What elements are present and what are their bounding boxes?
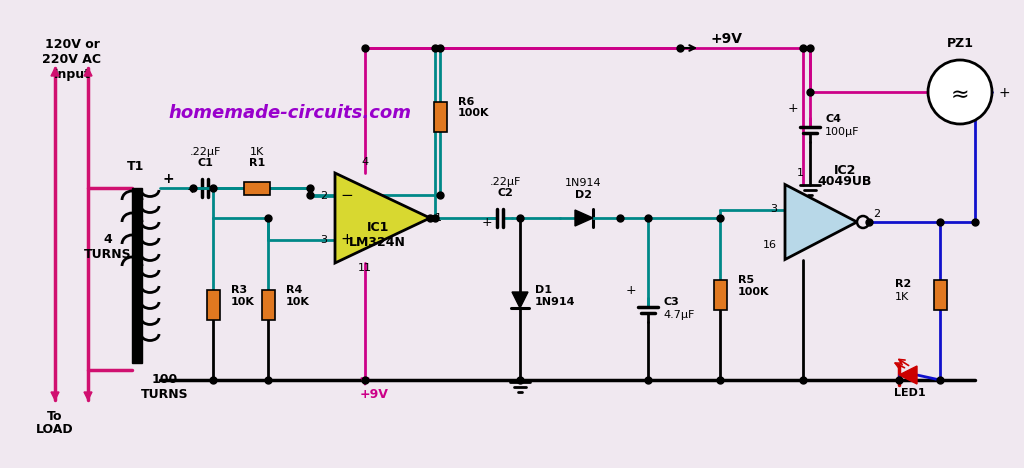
Polygon shape	[785, 184, 857, 259]
Polygon shape	[51, 392, 59, 400]
Text: 100
TURNS: 100 TURNS	[141, 373, 188, 401]
Text: +: +	[482, 216, 493, 229]
Text: D1
1N914: D1 1N914	[535, 285, 575, 307]
Text: +: +	[788, 102, 799, 115]
Text: +9V: +9V	[710, 32, 742, 46]
Text: C4: C4	[825, 114, 841, 124]
Polygon shape	[84, 68, 92, 76]
Text: 11: 11	[358, 263, 372, 273]
Text: +: +	[162, 172, 174, 186]
Text: 1N914: 1N914	[564, 178, 601, 188]
Text: T1: T1	[127, 160, 144, 173]
Text: 1: 1	[435, 213, 442, 223]
Text: C3: C3	[663, 297, 679, 307]
Text: 2: 2	[319, 191, 327, 201]
Text: 1K: 1K	[250, 147, 264, 157]
Text: +: +	[341, 233, 353, 248]
Text: +: +	[626, 284, 637, 297]
Text: R6
100K: R6 100K	[458, 97, 489, 118]
Text: +: +	[998, 86, 1010, 100]
Text: 4: 4	[361, 157, 369, 167]
Circle shape	[928, 60, 992, 124]
Bar	[714, 280, 726, 310]
Polygon shape	[51, 68, 59, 76]
Text: R5
100K: R5 100K	[738, 275, 769, 297]
Bar	[244, 182, 270, 195]
Polygon shape	[575, 210, 593, 226]
Text: 120V or
220V AC
Input: 120V or 220V AC Input	[43, 38, 101, 81]
Text: homemade-circuits.com: homemade-circuits.com	[169, 104, 412, 122]
Text: 3: 3	[319, 235, 327, 245]
Polygon shape	[361, 378, 369, 385]
Bar	[934, 280, 946, 310]
Text: 4
TURNS: 4 TURNS	[84, 233, 132, 261]
Text: +9V: +9V	[360, 388, 389, 401]
Polygon shape	[84, 392, 92, 400]
Text: R3
10K: R3 10K	[231, 285, 255, 307]
Circle shape	[857, 216, 869, 228]
Text: .22μF: .22μF	[189, 147, 221, 157]
Polygon shape	[335, 173, 430, 263]
Text: IC1
LM324N: IC1 LM324N	[349, 221, 407, 249]
Text: 3: 3	[770, 205, 777, 214]
Text: LOAD: LOAD	[36, 423, 74, 436]
Bar	[132, 188, 142, 363]
Text: To: To	[47, 410, 62, 423]
Text: IC2: IC2	[834, 164, 856, 177]
Text: 4.7μF: 4.7μF	[663, 310, 694, 320]
Text: 1: 1	[797, 168, 804, 178]
Text: +: +	[187, 183, 198, 196]
Text: .22μF: .22μF	[489, 177, 520, 187]
Text: PZ1: PZ1	[946, 37, 974, 50]
Text: 16: 16	[763, 240, 777, 249]
Text: D2: D2	[574, 190, 592, 200]
Text: LED1: LED1	[894, 388, 926, 398]
Text: R4
10K: R4 10K	[286, 285, 310, 307]
Text: 2: 2	[873, 209, 880, 219]
Text: R2: R2	[895, 279, 911, 289]
Text: R1: R1	[249, 158, 265, 168]
Polygon shape	[512, 292, 528, 308]
Text: 1K: 1K	[895, 292, 909, 302]
Text: ≈: ≈	[950, 85, 970, 105]
Text: 100μF: 100μF	[825, 127, 859, 137]
Bar	[207, 290, 219, 320]
Text: C2: C2	[497, 188, 513, 198]
Polygon shape	[899, 366, 918, 384]
Text: 4049UB: 4049UB	[818, 175, 872, 188]
Bar	[433, 102, 446, 132]
Bar	[261, 290, 274, 320]
Text: −: −	[341, 189, 353, 204]
Text: C1: C1	[197, 158, 213, 168]
